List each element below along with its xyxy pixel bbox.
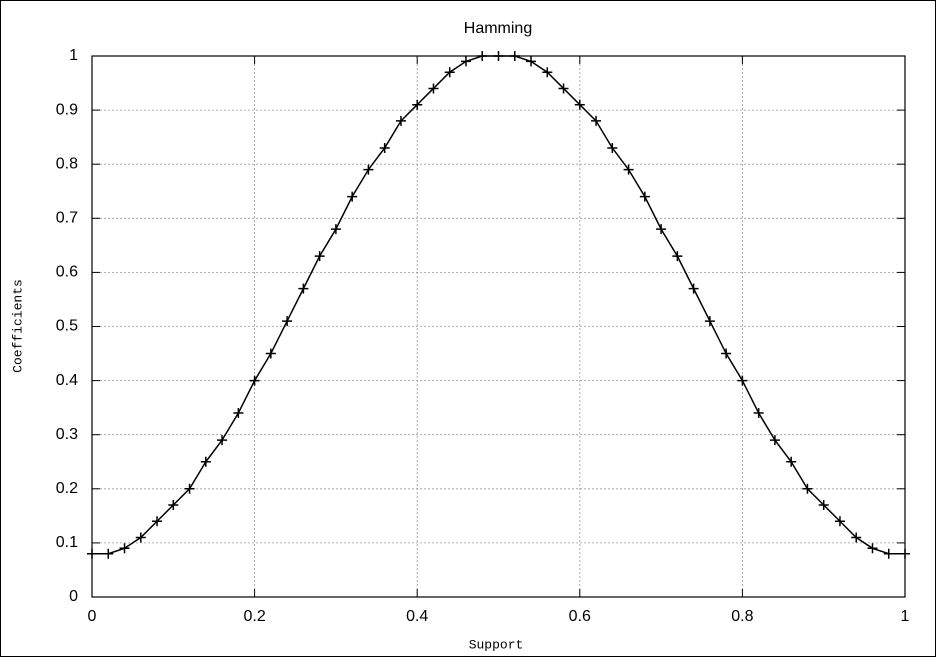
x-tick-label: 0.2 xyxy=(243,608,265,625)
marker xyxy=(818,500,829,511)
marker xyxy=(103,548,114,559)
marker xyxy=(656,224,667,235)
marker xyxy=(314,251,325,262)
marker xyxy=(412,99,423,110)
marker xyxy=(639,191,650,202)
y-axis-label: Coefficients xyxy=(10,279,25,373)
marker xyxy=(395,115,406,126)
marker xyxy=(867,543,878,554)
marker xyxy=(704,316,715,327)
marker xyxy=(330,224,341,235)
y-tick-label: 0.8 xyxy=(56,155,78,172)
marker xyxy=(737,375,748,386)
marker xyxy=(168,500,179,511)
x-tick-label: 0.4 xyxy=(406,608,428,625)
x-tick-label: 0 xyxy=(88,608,97,625)
marker xyxy=(591,115,602,126)
marker xyxy=(135,532,146,543)
marker xyxy=(574,99,585,110)
y-tick-label: 1 xyxy=(69,47,78,64)
marker xyxy=(379,142,390,153)
marker xyxy=(282,316,293,327)
y-tick-label: 0.2 xyxy=(56,480,78,497)
marker xyxy=(802,483,813,494)
marker xyxy=(851,532,862,543)
y-tick-label: 0.3 xyxy=(56,426,78,443)
marker xyxy=(152,516,163,527)
marker xyxy=(721,348,732,359)
marker xyxy=(347,191,358,202)
marker xyxy=(298,283,309,294)
marker xyxy=(119,543,130,554)
marker xyxy=(477,51,488,61)
y-tick-label: 0.4 xyxy=(56,372,78,389)
marker xyxy=(623,164,634,175)
marker xyxy=(883,548,894,559)
marker xyxy=(834,516,845,527)
marker xyxy=(249,375,260,386)
marker xyxy=(265,348,276,359)
y-tick-label: 0.9 xyxy=(56,101,78,118)
y-tick-label: 0.6 xyxy=(56,264,78,281)
marker xyxy=(217,435,228,446)
x-axis-label: Support xyxy=(469,637,524,652)
marker xyxy=(460,56,471,67)
marker xyxy=(184,483,195,494)
marker xyxy=(769,435,780,446)
marker xyxy=(200,456,211,467)
marker xyxy=(786,456,797,467)
y-tick-label: 0.1 xyxy=(56,534,78,551)
marker xyxy=(509,51,520,61)
marker xyxy=(558,83,569,94)
marker xyxy=(753,408,764,419)
marker xyxy=(444,67,455,78)
y-tick-label: 0 xyxy=(69,588,78,605)
marker xyxy=(688,283,699,294)
marker xyxy=(363,164,374,175)
marker xyxy=(542,67,553,78)
marker xyxy=(526,56,537,67)
marker xyxy=(428,83,439,94)
chart-title: Hamming xyxy=(464,20,532,37)
marker xyxy=(672,251,683,262)
marker xyxy=(87,548,97,559)
marker xyxy=(233,408,244,419)
marker xyxy=(900,548,910,559)
y-tick-label: 0.5 xyxy=(56,318,78,335)
x-tick-label: 0.6 xyxy=(569,608,591,625)
marker xyxy=(493,51,504,61)
marker xyxy=(607,142,618,153)
x-tick-label: 1 xyxy=(901,608,910,625)
x-tick-label: 0.8 xyxy=(731,608,753,625)
y-tick-label: 0.7 xyxy=(56,210,78,227)
